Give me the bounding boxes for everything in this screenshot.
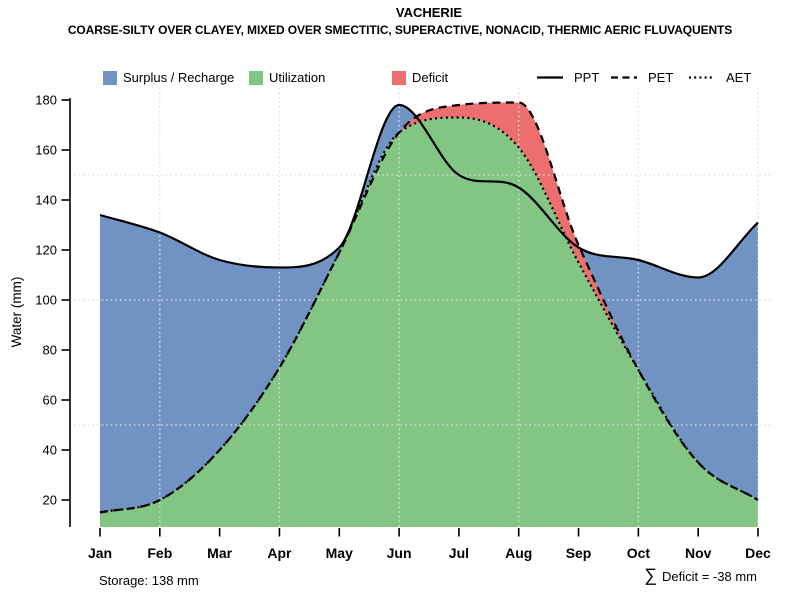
svg-text:Mar: Mar: [207, 545, 232, 561]
legend-label-utilization: Utilization: [269, 70, 326, 85]
svg-text:Water (mm): Water (mm): [9, 277, 24, 348]
legend-label-deficit: Deficit: [412, 70, 449, 85]
legend-item-ppt: PPT: [537, 70, 599, 85]
legend-item-surplus: Surplus / Recharge: [103, 70, 234, 85]
dotted-line-icon: [689, 76, 715, 79]
legend-label-surplus: Surplus / Recharge: [123, 70, 235, 85]
dashed-line-icon: [611, 76, 637, 79]
legend-item-deficit: Deficit: [392, 70, 448, 85]
svg-text:40: 40: [43, 443, 57, 458]
svg-text:140: 140: [35, 193, 57, 208]
svg-text:100: 100: [35, 293, 57, 308]
svg-text:Aug: Aug: [505, 545, 532, 561]
legend-item-pet: PET: [611, 70, 673, 85]
svg-text:Sep: Sep: [566, 545, 592, 561]
svg-text:20: 20: [43, 493, 57, 508]
svg-text:Nov: Nov: [685, 545, 712, 561]
chart-legend: Surplus / Recharge Utilization Deficit P…: [0, 0, 800, 95]
svg-text:Jul: Jul: [449, 545, 469, 561]
solid-line-icon: [537, 76, 563, 79]
svg-text:180: 180: [35, 93, 57, 108]
svg-text:May: May: [326, 545, 353, 561]
utilization-swatch: [249, 70, 263, 85]
svg-text:60: 60: [43, 393, 57, 408]
sigma-symbol: ∑: [644, 565, 657, 585]
legend-label-pet: PET: [648, 70, 674, 85]
chart-subtitle: COARSE-SILTY OVER CLAYEY, MIXED OVER SME…: [67, 23, 733, 37]
legend-item-aet: AET: [689, 70, 751, 85]
svg-text:Apr: Apr: [267, 545, 292, 561]
deficit-swatch: [392, 70, 406, 85]
storage-annotation: Storage: 138 mm: [99, 573, 199, 588]
legend-item-utilization: Utilization: [249, 70, 325, 85]
svg-text:Dec: Dec: [745, 545, 771, 561]
svg-text:120: 120: [35, 243, 57, 258]
svg-text:160: 160: [35, 143, 57, 158]
legend-label-aet: AET: [726, 70, 752, 85]
deficit-text: Deficit = -38 mm: [662, 569, 757, 584]
svg-text:Oct: Oct: [627, 545, 651, 561]
chart-title: VACHERIE: [395, 5, 463, 20]
svg-text:80: 80: [43, 343, 57, 358]
surplus-swatch: [103, 70, 117, 85]
legend-label-ppt: PPT: [574, 70, 600, 85]
deficit-annotation: ∑ Deficit = -38 mm: [644, 565, 757, 586]
svg-text:Jun: Jun: [387, 545, 412, 561]
svg-text:Feb: Feb: [147, 545, 172, 561]
svg-text:Jan: Jan: [88, 545, 112, 561]
